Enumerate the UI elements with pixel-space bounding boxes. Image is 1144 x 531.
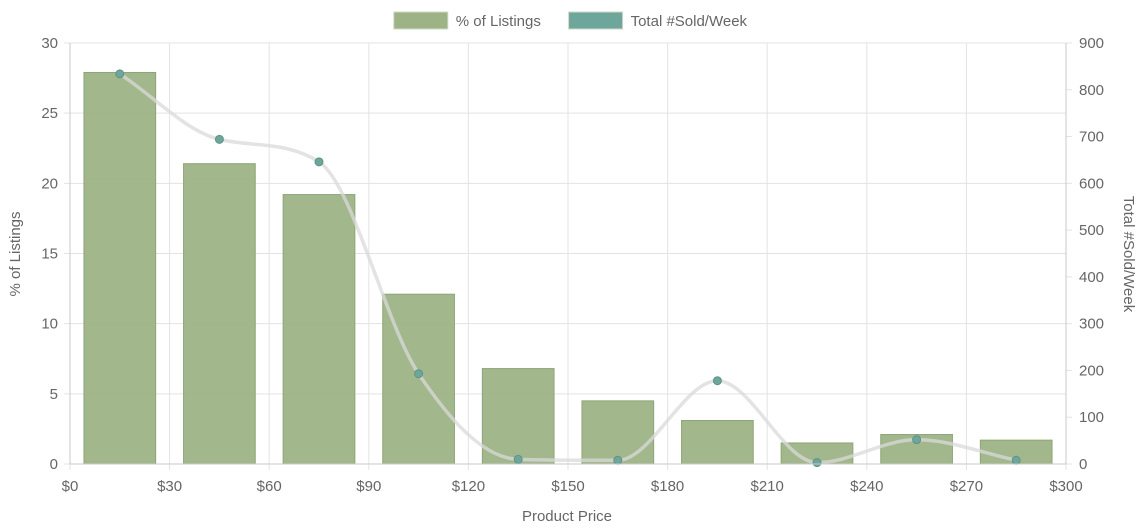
axes: $0 $30 $60 $90 $120 $150 $180 $210 $240 $270 $300 0…: [41, 35, 1104, 495]
x-tick-label: $120: [452, 478, 485, 495]
x-tick-label: $0: [62, 478, 79, 495]
bars: [83, 71, 1053, 465]
x-tick-label: $210: [751, 478, 784, 495]
y-left-tick-label: 10: [41, 316, 58, 333]
x-tick-label: $240: [850, 478, 883, 495]
y-right-tick-label: 600: [1079, 175, 1104, 192]
sold-point: [414, 369, 424, 379]
bar: [681, 419, 754, 465]
bar: [282, 194, 356, 465]
sold-point: [912, 435, 922, 445]
x-tick-label: $60: [257, 478, 282, 495]
legend-swatch: [568, 11, 624, 30]
x-tick-label: $180: [651, 478, 684, 495]
x-tick-label: $300: [1049, 478, 1082, 495]
x-tick-label: $150: [551, 478, 584, 495]
sold-point: [314, 157, 324, 167]
y-right-tick-label: 500: [1079, 222, 1104, 239]
y-right-tick-label: 700: [1079, 129, 1104, 146]
y-right-tick-label: 100: [1079, 409, 1104, 426]
y-left-tick-label: 20: [41, 175, 58, 192]
sold-point: [214, 134, 224, 144]
bar: [83, 71, 157, 465]
x-tick-label: $30: [157, 478, 182, 495]
y-left-tick-label: 0: [50, 456, 58, 473]
y-left-tick-label: 25: [41, 105, 58, 122]
legend: % of Listings Total #Sold/Week: [393, 11, 748, 30]
sold-line: [118, 72, 1018, 465]
y-right-tick-label: 400: [1079, 269, 1104, 286]
x-tick-label: $90: [356, 478, 381, 495]
sold-point: [1011, 455, 1021, 465]
sold-point: [115, 69, 125, 79]
bar: [581, 400, 655, 465]
y-axis-left-title: % of Listings: [7, 211, 24, 296]
bar: [481, 368, 555, 465]
y-right-tick-label: 300: [1079, 316, 1104, 333]
sold-line-layer: [115, 69, 1021, 468]
sold-point: [613, 455, 623, 465]
x-tick-label: $270: [950, 478, 983, 495]
y-right-tick-label: 800: [1079, 82, 1104, 99]
y-left-tick-label: 30: [41, 35, 58, 52]
y-right-tick-label: 0: [1079, 456, 1087, 473]
sold-point: [513, 454, 523, 464]
legend-swatch: [393, 11, 449, 30]
y-right-tick-label: 900: [1079, 35, 1104, 52]
bar: [183, 163, 256, 465]
sold-point: [712, 376, 722, 386]
legend-label: Total #Sold/Week: [631, 13, 748, 30]
y-left-tick-label: 15: [41, 246, 58, 263]
sold-point: [812, 458, 822, 468]
x-axis-title: Product Price: [522, 508, 612, 525]
y-axis-right-title: Total #Sold/Week: [1120, 196, 1137, 313]
legend-label: % of Listings: [456, 13, 541, 30]
y-right-tick-label: 200: [1079, 362, 1104, 379]
y-left-tick-label: 5: [50, 386, 58, 403]
